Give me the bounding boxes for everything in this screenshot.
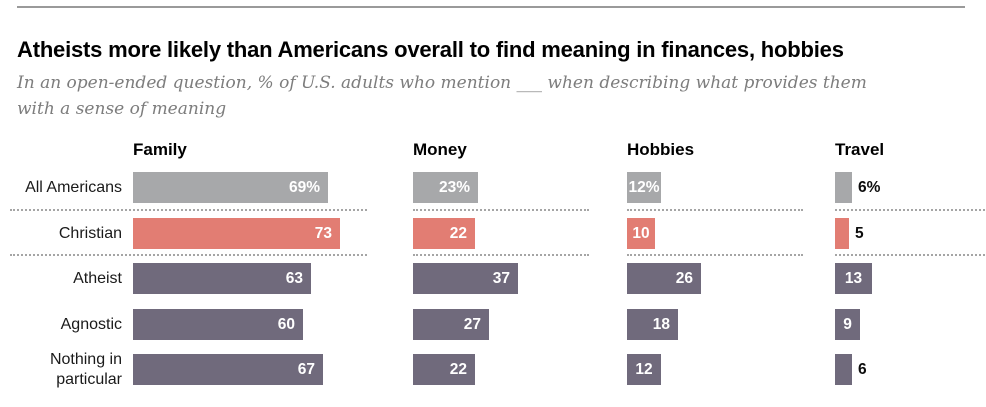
bar-travel: 6 <box>835 354 867 385</box>
bar-travel: 6% <box>835 172 880 203</box>
row-label: All Americans <box>25 178 122 196</box>
bar-hobbies: 10 <box>627 218 655 249</box>
bar-hobbies: 12 <box>627 354 661 385</box>
dotted-separator <box>627 254 803 256</box>
bar-value-label: 60 <box>277 315 295 333</box>
bar-money: 23% <box>413 172 478 203</box>
bar-value-label: 22 <box>449 360 467 378</box>
bar-money: 22 <box>413 218 475 249</box>
bar-value-label: 12% <box>628 178 660 196</box>
bar-value-label: 69% <box>288 178 320 196</box>
bar-family: 73 <box>133 218 340 249</box>
bar-money: 27 <box>413 309 489 340</box>
column-header-hobbies: Hobbies <box>627 140 695 159</box>
row-label: Christian <box>58 224 122 242</box>
bar-travel: 9 <box>835 309 860 340</box>
row-label: Nothing in particular <box>49 350 122 388</box>
row-label: Agnostic <box>60 315 122 333</box>
bar-value-label: 63 <box>285 269 303 287</box>
bar-value-label: 23% <box>438 178 470 196</box>
bar-family: 67 <box>133 354 323 385</box>
dotted-separator <box>413 254 589 256</box>
top-rule <box>17 6 965 8</box>
bar-value-label: 6% <box>858 178 881 196</box>
column-header-money: Money <box>413 140 467 159</box>
chart-subtitle-line-2: with a sense of meaning <box>17 99 227 119</box>
bar-family: 69% <box>133 172 328 203</box>
bar-family: 60 <box>133 309 303 340</box>
bar-value-label: 6 <box>858 360 867 378</box>
bar-value-label: 26 <box>675 269 693 287</box>
bar-travel: 5 <box>835 218 864 249</box>
bar-money: 22 <box>413 354 475 385</box>
dotted-separator <box>10 209 367 211</box>
bar-value-label: 12 <box>635 360 653 378</box>
chart-subtitle-line-1: In an open-ended question, % of U.S. adu… <box>17 73 867 93</box>
bar-value-label: 18 <box>652 315 670 333</box>
dotted-separator <box>627 209 803 211</box>
bar-hobbies: 18 <box>627 309 678 340</box>
bar-value-label: 37 <box>492 269 510 287</box>
bar-value-label: 27 <box>463 315 481 333</box>
bar-family: 63 <box>133 263 311 294</box>
bar-value-label: 10 <box>632 224 650 242</box>
bar-value-label: 5 <box>855 224 864 242</box>
bar-value-label: 9 <box>843 315 852 333</box>
bar-value-label: 73 <box>314 224 332 242</box>
dotted-separator <box>835 254 985 256</box>
dotted-separator <box>413 209 589 211</box>
bar-value-label: 67 <box>297 360 315 378</box>
column-header-travel: Travel <box>835 140 885 159</box>
bar-value-label: 13 <box>844 269 863 287</box>
row-label: Atheist <box>73 269 122 287</box>
column-header-family: Family <box>133 140 187 159</box>
bar-hobbies: 12% <box>627 172 661 203</box>
bar-money: 37 <box>413 263 518 294</box>
bar-travel: 13 <box>835 263 872 294</box>
bar-value-label: 22 <box>449 224 467 242</box>
dotted-separator <box>835 209 985 211</box>
chart-subtitle: In an open-ended question, % of U.S. adu… <box>17 70 972 122</box>
bar-hobbies: 26 <box>627 263 701 294</box>
dotted-separator <box>10 254 367 256</box>
chart-title: Atheists more likely than Americans over… <box>17 36 844 62</box>
